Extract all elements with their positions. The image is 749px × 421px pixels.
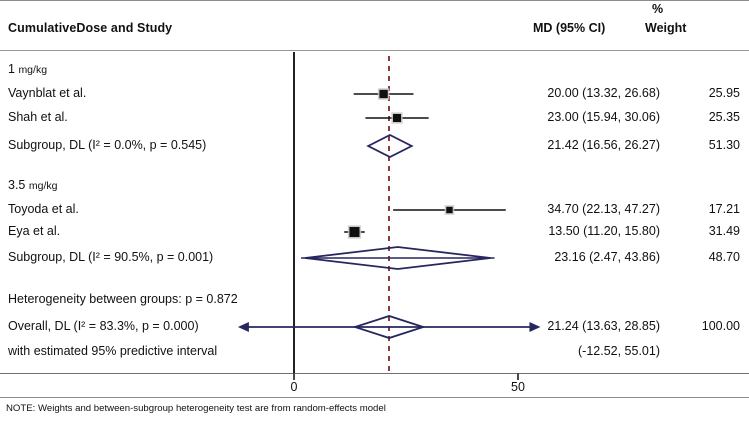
header-separator-rule xyxy=(0,50,749,51)
row-label-group-header: 1 mg/kg xyxy=(8,62,48,76)
weight-value: 31.49 xyxy=(708,224,740,238)
weight-value: 25.35 xyxy=(708,110,740,124)
row-label-subgroup: Subgroup, DL (I² = 0.0%, p = 0.545) xyxy=(8,138,207,152)
row-label-group-header: 3.5 mg/kg xyxy=(8,178,58,192)
figure-note: NOTE: Weights and between-subgroup heter… xyxy=(6,403,386,414)
row-label-study: Toyoda et al. xyxy=(8,202,79,216)
weight-value: 48.70 xyxy=(708,250,740,264)
top-border-rule xyxy=(0,0,749,1)
md-ci-value: (-12.52, 55.01) xyxy=(578,344,660,358)
weight-percent-symbol: % xyxy=(652,2,664,16)
axis-tick-label: 0 xyxy=(290,380,298,394)
row-label-study: Shah et al. xyxy=(8,110,68,124)
weight-value: 17.21 xyxy=(708,202,740,216)
weight-value: 100.00 xyxy=(701,319,740,333)
row-label-study: Vaynblat et al. xyxy=(8,86,87,100)
axis-tick-label: 50 xyxy=(511,380,525,394)
weight-value: 25.95 xyxy=(708,86,740,100)
row-label-text: Heterogeneity between groups: p = 0.872 xyxy=(8,292,238,306)
column-header-md-ci: MD (95% CI) xyxy=(533,21,606,35)
footnote-separator-rule xyxy=(0,397,749,398)
md-ci-value: 13.50 (11.20, 15.80) xyxy=(548,224,660,238)
row-label-predictive: with estimated 95% predictive interval xyxy=(8,344,218,358)
md-ci-value: 34.70 (22.13, 47.27) xyxy=(547,202,660,216)
weight-value: 51.30 xyxy=(708,138,740,152)
column-header-weight: Weight xyxy=(645,21,687,35)
null-effect-axis-line xyxy=(293,52,295,373)
axis-tick xyxy=(517,373,519,380)
md-ci-value: 21.42 (16.56, 26.27) xyxy=(547,138,660,152)
row-label-subgroup: Subgroup, DL (I² = 90.5%, p = 0.001) xyxy=(8,250,214,264)
md-ci-value: 23.16 (2.47, 43.86) xyxy=(554,250,660,264)
pooled-effect-dashed-line xyxy=(388,56,390,372)
row-label-study: Eya et al. xyxy=(8,224,61,238)
md-ci-value: 21.24 (13.63, 28.85) xyxy=(547,319,660,333)
axis-baseline-rule xyxy=(0,373,749,374)
axis-tick xyxy=(293,373,295,380)
row-label-overall: Overall, DL (I² = 83.3%, p = 0.000) xyxy=(8,319,199,333)
column-header-study: CumulativeDose and Study xyxy=(8,21,173,35)
md-ci-value: 20.00 (13.32, 26.68) xyxy=(547,86,660,100)
md-ci-value: 23.00 (15.94, 30.06) xyxy=(547,110,660,124)
